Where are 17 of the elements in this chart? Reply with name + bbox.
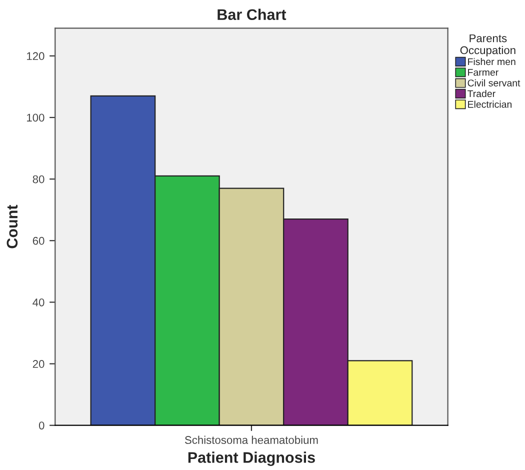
legend-label: Trader <box>468 90 496 98</box>
chart-title: Bar Chart <box>218 8 286 20</box>
legend-label: Civil servant <box>468 79 520 86</box>
y-tick-label: 120 <box>27 52 44 60</box>
x-tick-label: Schistosoma heamatobium <box>184 436 318 444</box>
legend-label: Fisher men <box>468 58 516 66</box>
y-tick-label: 0 <box>38 422 44 430</box>
legend-title: Parents Occupation <box>460 34 516 56</box>
y-axis-title: Count <box>6 204 18 248</box>
y-tick-label: 80 <box>32 175 44 184</box>
y-tick-label: 40 <box>32 298 44 306</box>
y-tick-label: 20 <box>32 360 44 368</box>
x-axis-title: Patient Diagnosis <box>188 452 315 466</box>
legend-label: Electrician <box>468 100 512 108</box>
legend-label: Farmer <box>468 68 498 76</box>
y-tick-label: 100 <box>27 114 44 122</box>
y-tick-label: 60 <box>32 236 44 245</box>
